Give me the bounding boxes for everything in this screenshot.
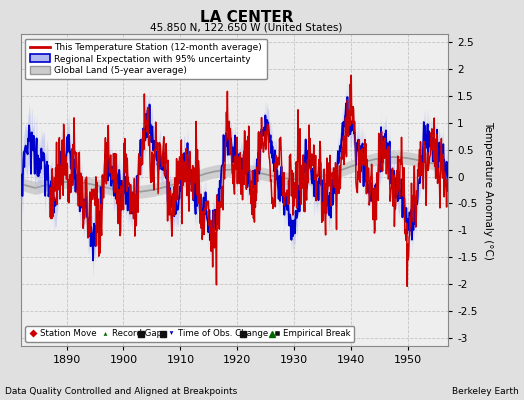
Text: 45.850 N, 122.650 W (United States): 45.850 N, 122.650 W (United States): [150, 22, 343, 32]
Text: Berkeley Earth: Berkeley Earth: [452, 387, 519, 396]
Legend: Station Move, Record Gap, Time of Obs. Change, Empirical Break: Station Move, Record Gap, Time of Obs. C…: [25, 326, 354, 342]
Text: LA CENTER: LA CENTER: [200, 10, 293, 25]
Text: Data Quality Controlled and Aligned at Breakpoints: Data Quality Controlled and Aligned at B…: [5, 387, 237, 396]
Y-axis label: Temperature Anomaly (°C): Temperature Anomaly (°C): [483, 120, 493, 260]
